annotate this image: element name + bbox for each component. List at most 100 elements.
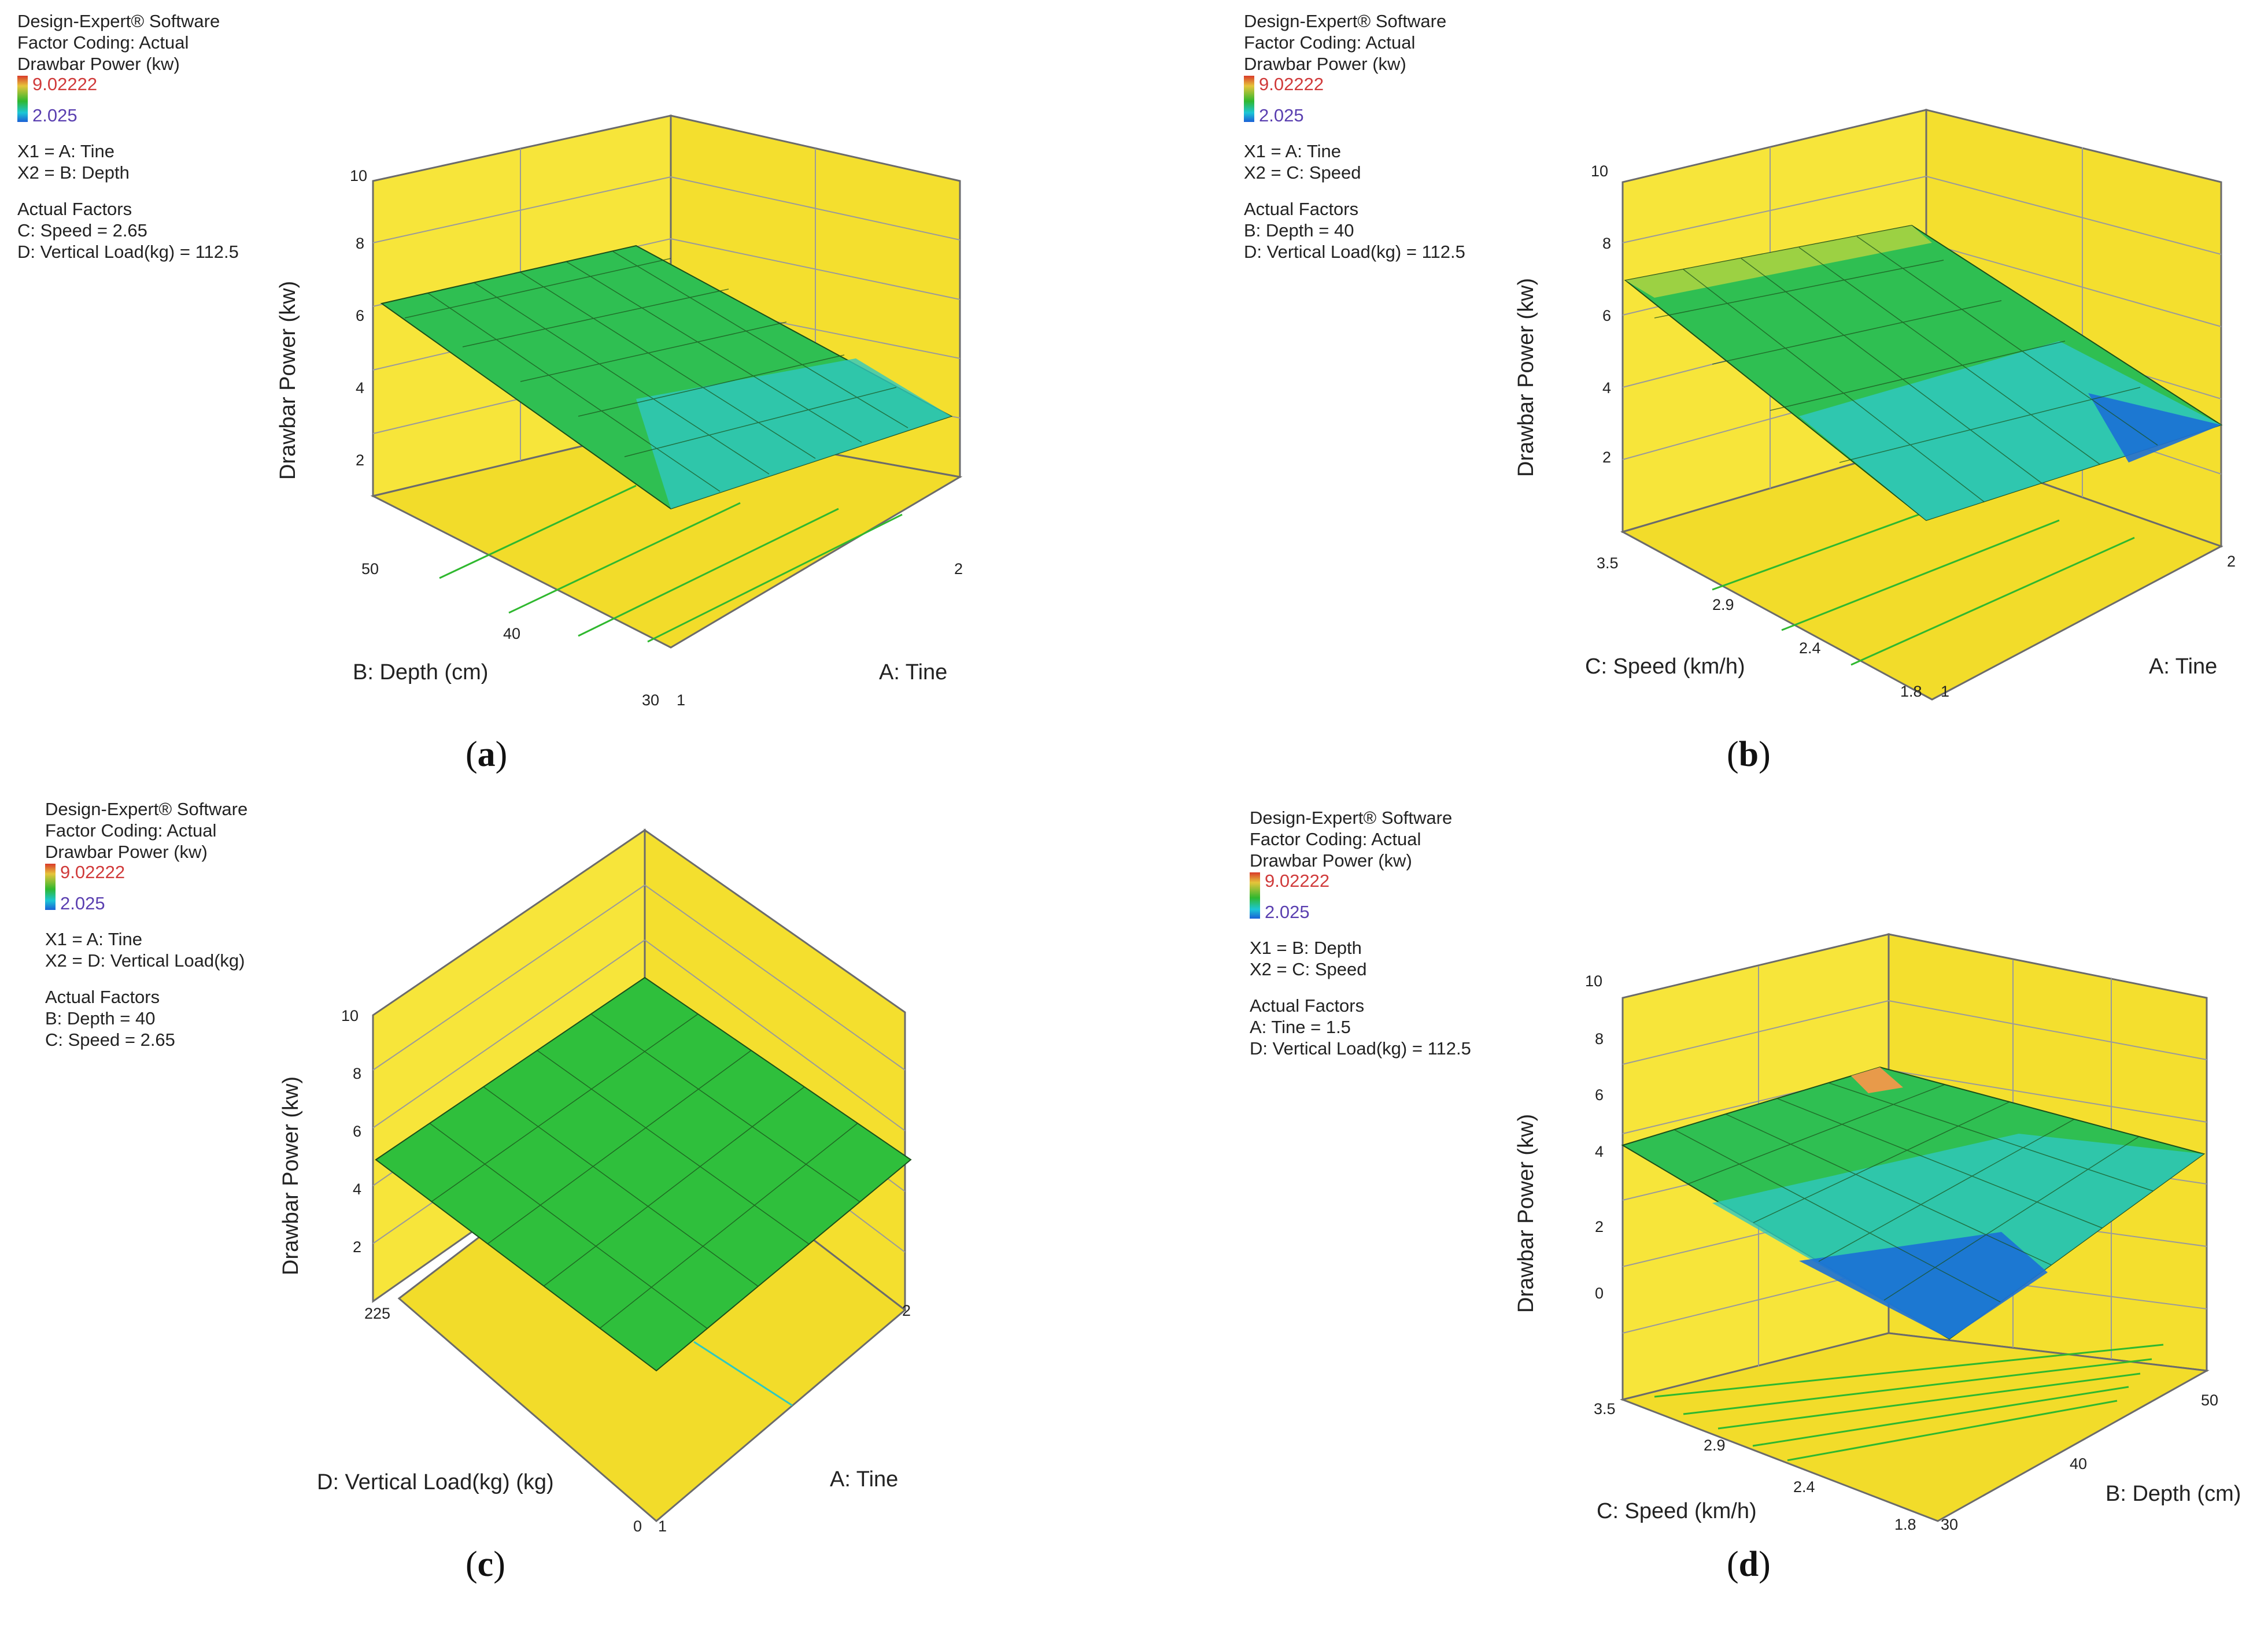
z-tick: 8 bbox=[353, 1065, 361, 1082]
z-tick: 6 bbox=[356, 307, 364, 324]
fixed-factor-2: D: Vertical Load(kg) = 112.5 bbox=[17, 242, 239, 262]
left-axis-min: 30 bbox=[642, 691, 659, 709]
z-tick: 10 bbox=[1591, 162, 1608, 180]
left-axis-mid2: 2.9 bbox=[1712, 596, 1734, 613]
surface-cyan-region bbox=[1799, 341, 2221, 520]
right-axis-label: A: Tine bbox=[830, 1467, 898, 1492]
surface-mesh bbox=[404, 251, 908, 492]
floor-contours bbox=[439, 484, 903, 643]
right-axis-max: 2 bbox=[2227, 553, 2236, 570]
color-scale: 9.02222 2.025 bbox=[17, 74, 239, 125]
right-axis-label: A: Tine bbox=[879, 660, 947, 684]
legend-response: Drawbar Power (kw) bbox=[45, 842, 208, 862]
x1-factor: X1 = A: Tine bbox=[45, 929, 143, 949]
panel-b: Design-Expert® Software Factor Coding: A… bbox=[1134, 0, 2268, 822]
response-surface bbox=[375, 976, 912, 1372]
z-axis-ticks: 10 8 6 4 2 bbox=[350, 167, 367, 469]
legend-software: Design-Expert® Software bbox=[1244, 11, 1447, 31]
caption-c: (c) bbox=[466, 1545, 505, 1584]
z-tick: 10 bbox=[350, 167, 367, 184]
z-tick: 6 bbox=[1602, 307, 1611, 324]
legend-b: Design-Expert® Software Factor Coding: A… bbox=[1244, 10, 1465, 262]
legend-response: Drawbar Power (kw) bbox=[1244, 54, 1406, 74]
color-gradient bbox=[1250, 872, 1260, 919]
left-axis-min: 1.8 bbox=[1894, 1516, 1916, 1533]
right-axis-max: 50 bbox=[2201, 1392, 2218, 1409]
z-axis-ticks: 10 8 6 4 2 bbox=[341, 1007, 361, 1256]
surface-mesh bbox=[1674, 1082, 2154, 1302]
scale-min: 2.025 bbox=[1265, 902, 1310, 922]
legend-response: Drawbar Power (kw) bbox=[1250, 850, 1412, 871]
z-axis-ticks: 10 8 6 4 2 0 bbox=[1585, 972, 1604, 1302]
z-axis-label: Drawbar Power (kw) bbox=[279, 1076, 303, 1275]
z-axis-label: Drawbar Power (kw) bbox=[1514, 1114, 1538, 1313]
legend-coding: Factor Coding: Actual bbox=[1244, 32, 1416, 53]
floor bbox=[370, 424, 963, 649]
z-tick: 6 bbox=[353, 1123, 361, 1140]
color-gradient bbox=[45, 864, 56, 910]
z-axis-label: Drawbar Power (kw) bbox=[276, 281, 300, 480]
scale-max: 9.02222 bbox=[1265, 871, 1330, 891]
x1-factor: X1 = B: Depth bbox=[1250, 938, 1362, 958]
color-scale: 9.02222 2.025 bbox=[1250, 871, 1471, 922]
surface-plot-a: 10 8 6 4 2 Drawbar Power (kw) 50 40 30 1… bbox=[276, 114, 963, 709]
z-tick: 4 bbox=[1595, 1143, 1604, 1160]
color-gradient bbox=[17, 76, 28, 122]
legend-software: Design-Expert® Software bbox=[1250, 808, 1453, 828]
scale-min: 2.025 bbox=[1259, 105, 1304, 125]
surface-plot-b: 10 8 6 4 2 Drawbar Power (kw) 3.5 2.9 2.… bbox=[1514, 109, 2236, 701]
scale-max: 9.02222 bbox=[32, 74, 98, 94]
legend-response: Drawbar Power (kw) bbox=[17, 54, 180, 74]
z-tick: 6 bbox=[1595, 1086, 1604, 1104]
fixed-factor-1: B: Depth = 40 bbox=[1244, 220, 1354, 240]
right-axis-label: B: Depth (cm) bbox=[2106, 1482, 2241, 1506]
z-tick: 10 bbox=[1585, 972, 1602, 990]
legend-coding: Factor Coding: Actual bbox=[45, 820, 217, 841]
z-tick: 8 bbox=[356, 235, 364, 252]
right-axis-label: A: Tine bbox=[2149, 654, 2217, 679]
left-axis-label: D: Vertical Load(kg) (kg) bbox=[317, 1470, 554, 1494]
left-axis-label: C: Speed (km/h) bbox=[1585, 654, 1745, 679]
legend-software: Design-Expert® Software bbox=[45, 799, 248, 819]
scale-max: 9.02222 bbox=[60, 862, 125, 882]
left-axis-mid: 40 bbox=[503, 625, 520, 642]
color-scale: 9.02222 2.025 bbox=[45, 862, 248, 913]
actual-factors-label: Actual Factors bbox=[17, 199, 132, 219]
z-tick: 0 bbox=[1595, 1285, 1604, 1302]
left-axis-mid: 2.4 bbox=[1799, 639, 1821, 657]
actual-factors-label: Actual Factors bbox=[45, 987, 160, 1007]
actual-factors-label: Actual Factors bbox=[1250, 996, 1365, 1016]
right-axis-max: 2 bbox=[902, 1302, 911, 1319]
z-tick: 10 bbox=[341, 1007, 359, 1024]
fixed-factor-2: D: Vertical Load(kg) = 112.5 bbox=[1244, 242, 1465, 262]
panel-c: Design-Expert® Software Factor Coding: A… bbox=[0, 799, 1134, 1643]
caption-d: (d) bbox=[1727, 1545, 1771, 1584]
z-axis-label: Drawbar Power (kw) bbox=[1514, 278, 1538, 477]
fixed-factor-2: C: Speed = 2.65 bbox=[45, 1030, 175, 1050]
x2-factor: X2 = C: Speed bbox=[1244, 162, 1361, 183]
surface-plot-c: 10 8 6 4 2 Drawbar Power (kw) 225 0 1 2 … bbox=[279, 828, 912, 1535]
legend-coding: Factor Coding: Actual bbox=[1250, 829, 1421, 849]
panel-d: Design-Expert® Software Factor Coding: A… bbox=[1134, 808, 2268, 1643]
x2-factor: X2 = C: Speed bbox=[1250, 959, 1367, 979]
surface-mesh bbox=[429, 1013, 860, 1329]
z-axis-ticks: 10 8 6 4 2 bbox=[1591, 162, 1611, 466]
z-tick: 8 bbox=[1602, 235, 1611, 252]
surface-cyan-region bbox=[1712, 1134, 2204, 1339]
right-axis-max: 2 bbox=[954, 560, 963, 578]
left-axis-label: B: Depth (cm) bbox=[353, 660, 488, 684]
right-axis-mid: 40 bbox=[2070, 1455, 2087, 1472]
caption-a: (a) bbox=[466, 735, 508, 774]
floor bbox=[1620, 441, 2223, 701]
panel-a: Design-Expert® Software Factor Coding: A… bbox=[0, 0, 1134, 822]
fixed-factor-2: D: Vertical Load(kg) = 112.5 bbox=[1250, 1038, 1471, 1059]
left-axis-max: 50 bbox=[361, 560, 379, 578]
x1-factor: X1 = A: Tine bbox=[1244, 141, 1342, 161]
z-tick: 2 bbox=[356, 452, 364, 469]
z-tick: 4 bbox=[353, 1181, 361, 1198]
scale-min: 2.025 bbox=[60, 893, 105, 913]
z-tick: 2 bbox=[1595, 1218, 1604, 1235]
scale-max: 9.02222 bbox=[1259, 74, 1324, 94]
legend-a: Design-Expert® Software Factor Coding: A… bbox=[17, 10, 239, 262]
left-axis-mid: 2.4 bbox=[1793, 1478, 1815, 1496]
